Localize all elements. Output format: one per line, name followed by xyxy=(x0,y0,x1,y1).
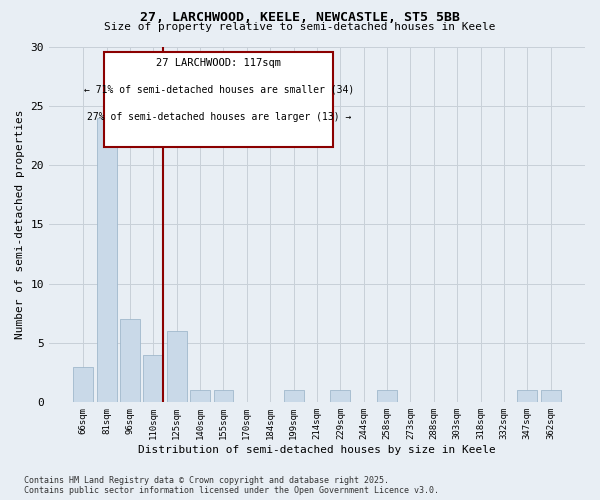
Bar xyxy=(214,390,233,402)
FancyBboxPatch shape xyxy=(104,52,334,148)
Bar xyxy=(120,320,140,402)
Text: ← 71% of semi-detached houses are smaller (34): ← 71% of semi-detached houses are smalle… xyxy=(83,84,354,94)
Bar xyxy=(377,390,397,402)
Bar xyxy=(541,390,560,402)
Text: 27% of semi-detached houses are larger (13) →: 27% of semi-detached houses are larger (… xyxy=(86,112,351,122)
Bar xyxy=(143,355,163,403)
Bar xyxy=(331,390,350,402)
Text: Contains HM Land Registry data © Crown copyright and database right 2025.
Contai: Contains HM Land Registry data © Crown c… xyxy=(24,476,439,495)
Bar xyxy=(73,367,93,402)
Text: 27, LARCHWOOD, KEELE, NEWCASTLE, ST5 5BB: 27, LARCHWOOD, KEELE, NEWCASTLE, ST5 5BB xyxy=(140,11,460,24)
Bar xyxy=(190,390,210,402)
Text: 27 LARCHWOOD: 117sqm: 27 LARCHWOOD: 117sqm xyxy=(156,58,281,68)
Bar xyxy=(97,118,116,403)
Y-axis label: Number of semi-detached properties: Number of semi-detached properties xyxy=(15,110,25,339)
Bar xyxy=(284,390,304,402)
Bar xyxy=(517,390,537,402)
Text: Size of property relative to semi-detached houses in Keele: Size of property relative to semi-detach… xyxy=(104,22,496,32)
Bar xyxy=(167,331,187,402)
X-axis label: Distribution of semi-detached houses by size in Keele: Distribution of semi-detached houses by … xyxy=(138,445,496,455)
